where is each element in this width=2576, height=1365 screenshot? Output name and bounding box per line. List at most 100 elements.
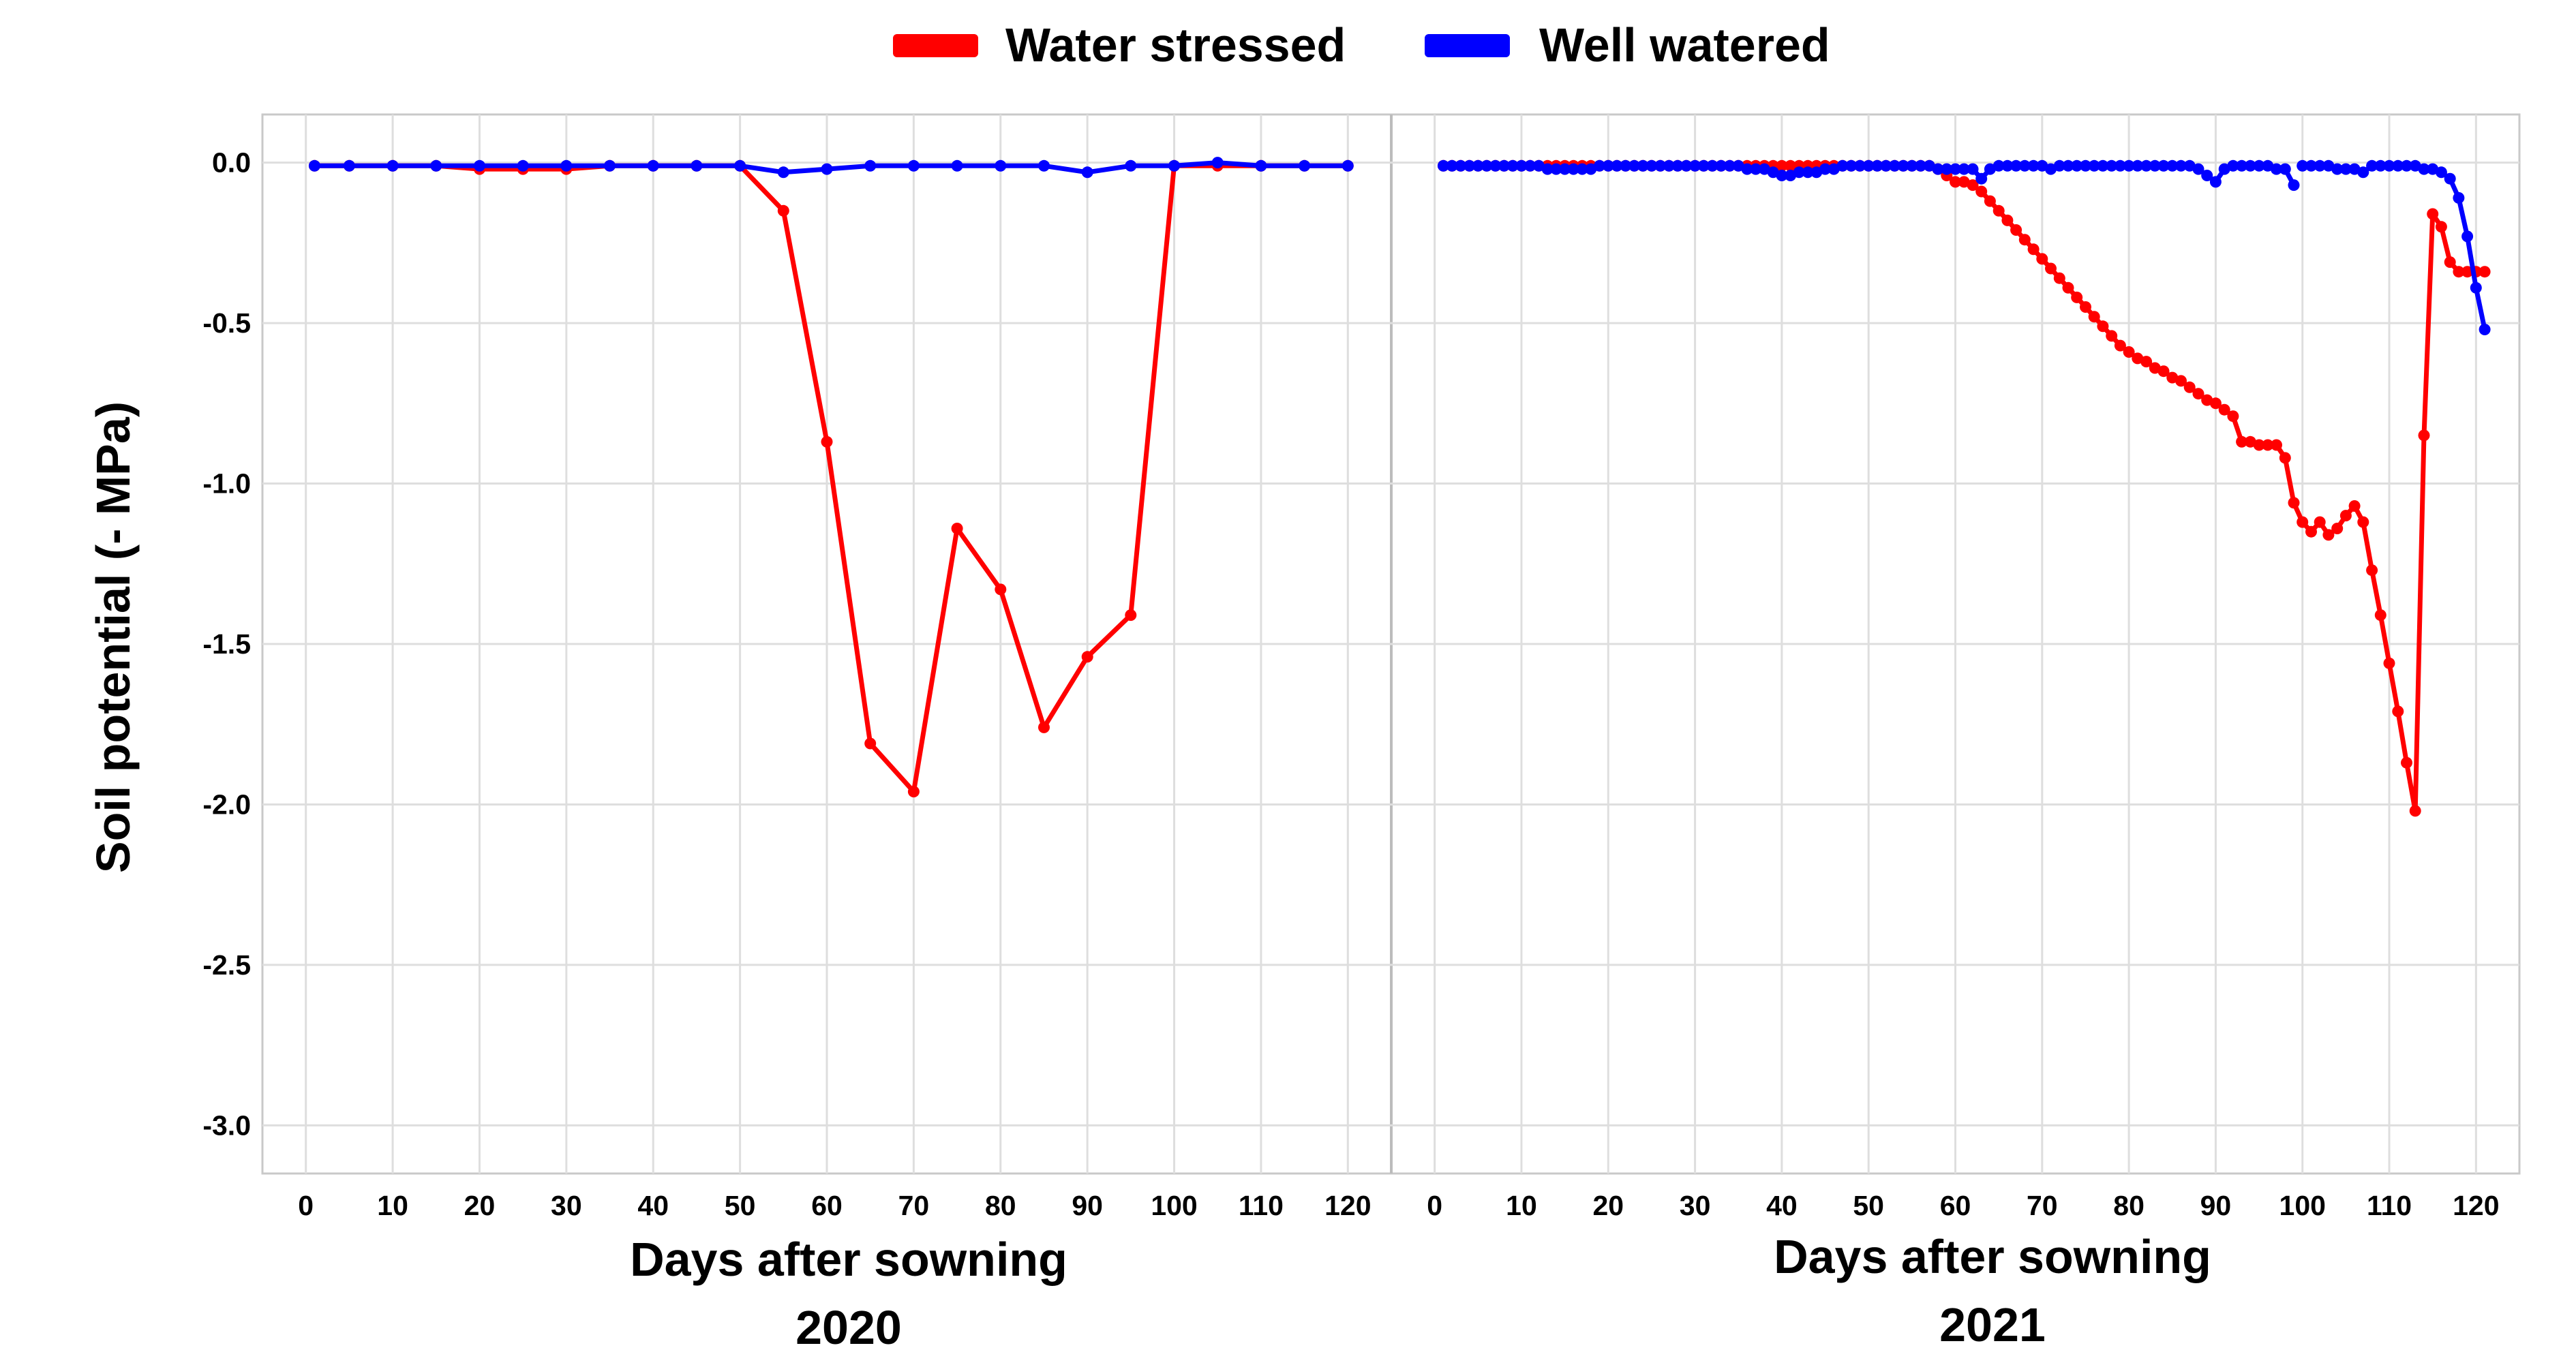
data-point-well-watered [1793,166,1805,179]
data-point-well-watered [1602,159,1614,172]
data-point-water-stressed [2227,410,2239,423]
data-point-well-watered [647,159,659,172]
data-point-well-watered [1038,159,1050,172]
data-point-water-stressed [2418,429,2430,442]
data-point-well-watered [2114,159,2126,172]
data-point-well-watered [1871,159,1883,172]
data-point-water-stressed [2157,365,2170,378]
data-point-well-watered [1524,159,1536,172]
data-point-water-stressed [2305,525,2317,538]
data-point-well-watered [1750,163,1762,175]
data-point-well-watered [1776,170,1788,181]
data-point-well-watered [2132,159,2144,172]
data-point-water-stressed [995,583,1007,596]
data-point-water-stressed [1992,204,2005,217]
data-point-well-watered [2227,159,2239,172]
data-point-well-watered [821,163,833,175]
data-point-water-stressed [2383,657,2395,669]
data-point-water-stressed [777,204,789,217]
data-point-water-stressed [2297,516,2309,528]
data-point-water-stressed [1776,159,1788,172]
data-point-water-stressed [2027,243,2040,256]
legend-label-water-stressed: Water stressed [1005,18,1346,72]
data-point-water-stressed [2175,375,2187,387]
data-point-water-stressed [2479,266,2491,278]
x-tick-label: 90 [1072,1190,1103,1221]
year-label-2021: 2021 [1939,1298,2046,1351]
data-point-well-watered [2444,172,2456,185]
data-point-water-stressed [2271,439,2282,451]
data-point-water-stressed [2427,208,2439,220]
data-point-well-watered [1620,159,1632,172]
data-point-well-watered [2123,159,2135,172]
data-point-well-watered [1706,159,1718,172]
data-point-well-watered [1498,159,1510,172]
data-point-well-watered [2175,159,2187,172]
data-point-well-watered [2271,163,2282,175]
data-point-well-watered [2192,163,2204,175]
x-tick-label: 60 [811,1190,843,1221]
data-point-water-stressed [2097,320,2109,333]
data-point-well-watered [2297,159,2309,172]
data-point-well-watered [1975,172,1988,185]
y-tick-label: -1.0 [202,468,251,500]
data-point-water-stressed [2071,291,2083,303]
data-point-well-watered [1724,159,1736,172]
data-point-well-watered [308,159,320,172]
y-tick-label: 0.0 [212,147,251,179]
data-point-water-stressed [1958,176,1970,188]
data-point-well-watered [1550,163,1562,175]
x-tick-label: 100 [1151,1190,1197,1221]
data-point-well-watered [1862,159,1875,172]
data-point-water-stressed [2331,523,2344,534]
data-point-well-watered [2409,159,2421,172]
y-axis-ticks: 0.0 -0.5 -1.0 -1.5 -2.0 -2.5 -3.0 [202,147,251,1141]
data-point-water-stressed [2244,435,2256,448]
data-point-well-watered [1741,163,1753,175]
data-point-water-stressed [2401,756,2412,769]
data-point-water-stressed [951,523,963,534]
data-point-well-watered [1992,159,2005,172]
data-point-water-stressed [2262,439,2274,451]
data-point-well-watered [2149,159,2161,172]
data-point-water-stressed [1950,176,1961,188]
data-point-well-watered [2236,159,2248,172]
x-tick-label: 30 [1680,1190,1711,1221]
data-point-water-stressed [2045,262,2057,275]
data-point-water-stressed [1125,609,1137,622]
chart-legend: Water stressed Well watered [893,18,1830,72]
data-point-water-stressed [2001,214,2014,226]
data-point-water-stressed [2132,352,2144,365]
x-tick-label: 0 [1427,1190,1442,1221]
series-layer [308,157,2491,817]
year-label-2020: 2020 [795,1301,902,1354]
x-tick-label: 80 [985,1190,1016,1221]
data-point-water-stressed [2123,346,2135,358]
data-point-well-watered [517,159,529,172]
data-point-well-watered [2080,159,2091,172]
x-axis-title-2020: Days after sowning [630,1233,1067,1286]
data-point-well-watered [1671,159,1684,172]
y-tick-label: -2.0 [202,788,251,820]
data-point-well-watered [1897,159,1909,172]
data-point-well-watered [1758,163,1770,175]
data-point-water-stressed [2392,705,2404,718]
data-point-well-watered [1802,166,1814,179]
data-point-water-stressed [2114,339,2126,352]
legend-label-well-watered: Well watered [1539,18,1830,72]
x-tick-label: 20 [464,1190,496,1221]
data-point-well-watered [2453,191,2465,204]
data-point-well-watered [777,166,789,179]
data-point-water-stressed [2435,221,2447,233]
data-point-water-stressed [2080,301,2091,313]
data-point-water-stressed [2444,256,2456,269]
data-point-water-stressed [2348,500,2361,512]
data-point-well-watered [1506,159,1519,172]
data-point-well-watered [1880,159,1892,172]
x-tick-label: 10 [377,1190,408,1221]
x-tick-label: 110 [2367,1190,2412,1221]
data-point-well-watered [1888,159,1900,172]
data-point-well-watered [1342,159,1354,172]
data-point-well-watered [1559,163,1571,175]
data-point-well-watered [1984,163,1996,175]
